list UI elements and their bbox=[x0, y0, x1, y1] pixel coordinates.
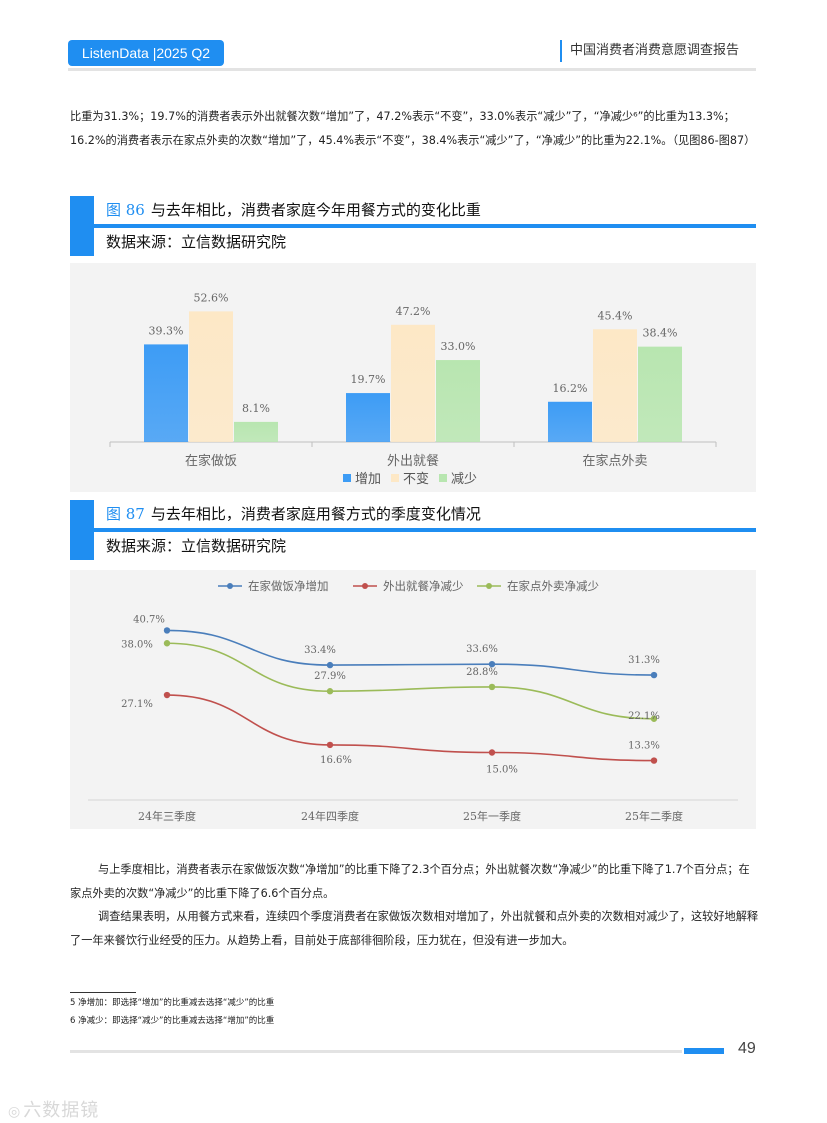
figure87-accent-bar bbox=[70, 500, 94, 560]
data-point bbox=[163, 640, 171, 647]
legend-marker bbox=[486, 583, 492, 589]
figure87-chart-panel: 24年三季度 24年四季度 25年一季度 25年二季度 40.7% 33.4% 33.6% 3… bbox=[70, 570, 756, 829]
series-line bbox=[166, 642, 655, 720]
bar bbox=[189, 311, 233, 442]
data-point bbox=[163, 691, 171, 699]
figure86-title-text: 与去年相比，消费者家庭今年用餐方式的变化比重 bbox=[150, 201, 481, 219]
legend-swatch bbox=[439, 474, 447, 482]
data-label: 31.3% bbox=[628, 655, 660, 666]
data-point bbox=[650, 757, 658, 764]
legend-marker bbox=[362, 583, 368, 589]
data-point bbox=[650, 715, 658, 722]
data-point bbox=[326, 688, 334, 695]
bar bbox=[638, 346, 682, 442]
bar bbox=[391, 324, 435, 442]
legend-label: 在家点外卖净减少 bbox=[507, 579, 599, 593]
data-label: 52.6% bbox=[194, 291, 229, 304]
figure87-source: 数据来源：立信数据研究院 bbox=[106, 537, 287, 555]
watermark-text: 六数据镜 bbox=[23, 1100, 100, 1121]
data-label: 16.6% bbox=[320, 755, 352, 766]
analysis-paragraph: 与上季度相比，消费者表示在家做饭次数“净增加”的比重下降了2.3个百分点；外出就… bbox=[70, 863, 750, 900]
figure87-line-chart: 24年三季度 24年四季度 25年一季度 25年二季度 40.7% 33.4% 33.6% 3… bbox=[88, 579, 738, 823]
series-line bbox=[166, 629, 655, 676]
data-label: 27.1% bbox=[121, 699, 153, 710]
watermark: ◎ 六数据镜 bbox=[8, 1096, 99, 1122]
bar bbox=[593, 329, 637, 442]
footer-divider bbox=[70, 1050, 682, 1053]
figure86-accent-bar bbox=[70, 196, 94, 256]
bar bbox=[548, 401, 592, 442]
figure87-number: 图 87 bbox=[106, 505, 145, 523]
legend-label: 在家做饭净增加 bbox=[248, 579, 329, 593]
data-point bbox=[326, 661, 334, 669]
watermark-logo-icon: ◎ bbox=[8, 1104, 22, 1120]
data-label: 22.1% bbox=[628, 711, 660, 722]
x-tick-label: 在家做饭 bbox=[185, 453, 237, 469]
figure86-number: 图 86 bbox=[106, 201, 145, 219]
data-label: 13.3% bbox=[628, 741, 660, 752]
x-tick-label: 24年四季度 bbox=[301, 809, 359, 823]
data-label: 27.9% bbox=[314, 671, 346, 682]
legend-swatch bbox=[343, 474, 351, 482]
bar bbox=[436, 360, 480, 442]
data-label: 15.0% bbox=[486, 765, 518, 776]
data-label: 19.7% bbox=[351, 373, 386, 386]
figure86-source: 数据来源：立信数据研究院 bbox=[106, 233, 287, 251]
data-label: 33.6% bbox=[466, 644, 498, 655]
intro-paragraph: 比重为31.3%；19.7%的消费者表示外出就餐次数“增加”了，47.2%表示“… bbox=[70, 110, 756, 147]
legend-marker bbox=[227, 583, 233, 589]
data-label: 45.4% bbox=[598, 309, 633, 322]
bar bbox=[144, 344, 188, 442]
legend-label: 不变 bbox=[403, 471, 429, 487]
header-divider bbox=[68, 68, 756, 71]
data-point bbox=[488, 683, 496, 691]
footer-accent-bar bbox=[684, 1048, 724, 1054]
data-label: 33.4% bbox=[304, 645, 336, 656]
data-label: 33.0% bbox=[441, 340, 476, 353]
series-line bbox=[166, 694, 655, 762]
legend-swatch bbox=[391, 474, 399, 482]
figure86-rule bbox=[94, 224, 756, 228]
legend-label: 减少 bbox=[451, 472, 477, 487]
page-number: 49 bbox=[738, 1040, 756, 1057]
conclusion-paragraph: 调查结果表明，从用餐方式来看，连续四个季度消费者在家做饭次数相对增加了，外出就餐… bbox=[70, 910, 759, 947]
data-label: 28.8% bbox=[466, 667, 498, 678]
data-label: 8.1% bbox=[242, 402, 270, 415]
data-label: 40.7% bbox=[133, 614, 165, 625]
figure86-bar-chart: 在家做饭 39.3% 52.6% 8.1% 外出就餐 19.7% 47.2% 33.0% 在家点… bbox=[109, 291, 717, 487]
x-tick-label: 24年三季度 bbox=[138, 809, 196, 823]
data-label: 39.3% bbox=[149, 324, 184, 337]
x-tick-label: 在家点外卖 bbox=[582, 453, 647, 469]
x-tick-label: 25年二季度 bbox=[625, 809, 683, 823]
data-point bbox=[488, 660, 496, 668]
figure86-chart-panel: 在家做饭 39.3% 52.6% 8.1% 外出就餐 19.7% 47.2% 33.0% 在家点… bbox=[70, 263, 756, 492]
figure86-title: 图 86 与去年相比，消费者家庭今年用餐方式的变化比重 bbox=[106, 200, 481, 220]
figure87-title-text: 与去年相比，消费者家庭用餐方式的季度变化情况 bbox=[150, 505, 481, 523]
footnote-5: 5 净增加：即选择“增加”的比重减去选择“减少”的比重 bbox=[70, 998, 275, 1008]
data-label: 38.0% bbox=[121, 639, 153, 650]
x-tick-label: 25年一季度 bbox=[463, 809, 521, 823]
report-title: 中国消费者消费意愿调查报告 bbox=[560, 40, 739, 62]
data-label: 38.4% bbox=[643, 327, 678, 340]
x-tick-label: 外出就餐 bbox=[387, 453, 439, 469]
figure87-title: 图 87 与去年相比，消费者家庭用餐方式的季度变化情况 bbox=[106, 504, 481, 524]
bar bbox=[346, 393, 390, 442]
footnote-6: 6 净减少：即选择“减少”的比重减去选择“增加”的比重 bbox=[70, 1016, 275, 1026]
bar bbox=[234, 421, 278, 442]
data-point bbox=[163, 627, 171, 634]
legend-label: 外出就餐净减少 bbox=[383, 579, 464, 593]
report-badge: ListenData |2025 Q2 bbox=[68, 40, 224, 66]
data-point bbox=[650, 671, 658, 679]
data-point bbox=[488, 749, 496, 756]
data-label: 16.2% bbox=[553, 382, 588, 395]
data-point bbox=[326, 741, 334, 749]
data-label: 47.2% bbox=[396, 305, 431, 318]
footnote-divider bbox=[70, 992, 136, 993]
legend-label: 增加 bbox=[355, 472, 381, 487]
figure87-rule bbox=[94, 528, 756, 532]
